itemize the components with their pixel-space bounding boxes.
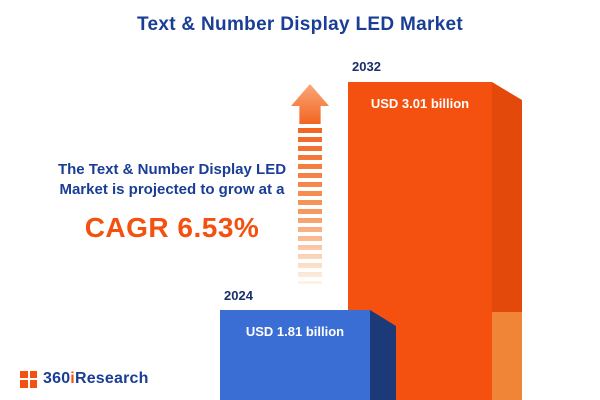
growth-arrow-icon: [291, 84, 329, 124]
logo-squares-icon: [20, 370, 37, 388]
year-label-2024: 2024: [224, 288, 253, 303]
page-title: Text & Number Display LED Market: [137, 14, 463, 35]
bar-2024: [220, 310, 370, 400]
bar-value-label-2024: USD 1.81 billion: [245, 324, 345, 339]
bar-2024-side: [370, 310, 396, 400]
logo-text-research: Research: [74, 370, 149, 387]
annotation-line-1: The Text & Number Display LED: [57, 161, 287, 178]
cagr-value: CAGR 6.53%: [84, 211, 260, 243]
logo-text-i: i: [70, 370, 75, 387]
year-label-2032: 2032: [352, 59, 381, 74]
bar-value-label-2032: USD 3.01 billion: [370, 96, 470, 111]
growth-arrow-dashes: [298, 128, 322, 284]
annotation-block: The Text & Number Display LED Market is …: [28, 160, 316, 246]
brand-logo: 360iResearch: [20, 370, 149, 388]
annotation-line-2: Market is projected to grow at a: [59, 181, 285, 199]
bar-2032-side: [492, 82, 522, 312]
logo-text: 360iResearch: [43, 370, 149, 388]
bar-2032-side-lower: [492, 312, 522, 400]
logo-text-360: 360: [43, 370, 71, 387]
